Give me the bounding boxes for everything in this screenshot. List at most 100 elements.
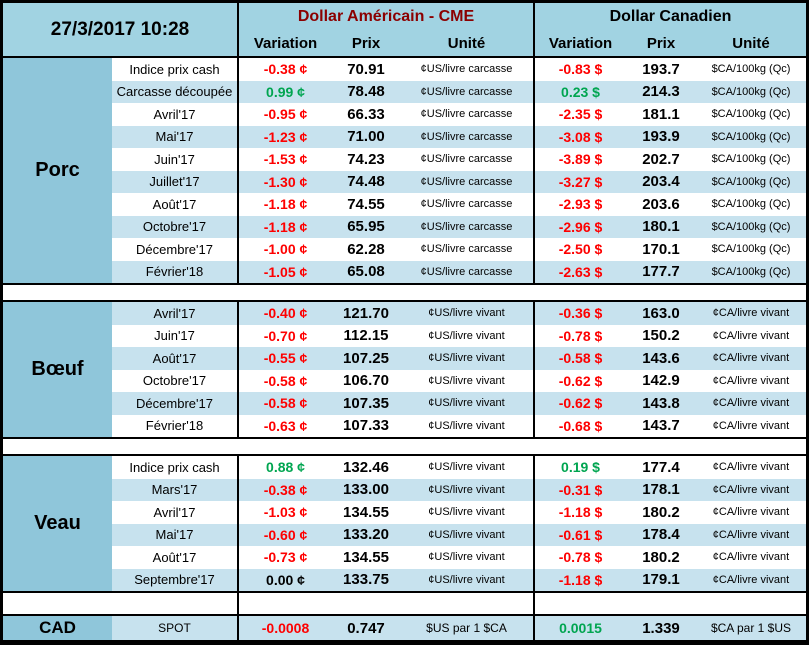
us-price-value: 133.20	[343, 526, 389, 544]
ca-dollar-header-group: Dollar Canadien Variation Prix Unité	[533, 3, 806, 56]
section-gap	[3, 593, 806, 614]
us-price-value: 107.33	[343, 417, 389, 435]
us-price-value: 62.28	[347, 240, 385, 258]
us-variation-value: -0.40 ¢	[237, 302, 332, 325]
contract-label: Décembre'17	[136, 241, 213, 257]
porc-rows: Indice prix cash -0.38 ¢ 70.91 ¢US/livre…	[112, 58, 806, 283]
ca-unit-label: $CA/100kg (Qc)	[711, 153, 791, 166]
spot-ca-variation: 0.0015	[533, 616, 626, 640]
us-unit-label: ¢US/livre vivant	[428, 307, 505, 320]
us-prix-column-header: Prix	[351, 34, 381, 52]
ca-variation-value: -2.96 $	[533, 215, 626, 238]
table-row: Août'17 -0.55 ¢ 107.25 ¢US/livre vivant …	[112, 347, 806, 370]
table-row: Septembre'17 0.00 ¢ 133.75 ¢US/livre viv…	[112, 568, 806, 591]
us-variation-value: -0.38 ¢	[237, 478, 332, 501]
table-row: Indice prix cash 0.88 ¢ 132.46 ¢US/livre…	[112, 456, 806, 479]
ca-price-value: 143.7	[642, 417, 680, 435]
contract-label: Mai'17	[155, 129, 194, 145]
ca-unit-label: $CA/100kg (Qc)	[711, 265, 791, 278]
us-unit-label: ¢US/livre vivant	[428, 461, 505, 474]
us-price-value: 70.91	[347, 60, 385, 78]
table-row: Carcasse découpée 0.99 ¢ 78.48 ¢US/livre…	[112, 80, 806, 103]
us-price-value: 78.48	[347, 83, 385, 101]
ca-unit-label: ¢CA/livre vivant	[712, 419, 790, 432]
us-unit-label: ¢US/livre carcasse	[420, 243, 513, 256]
us-price-value: 133.00	[343, 481, 389, 499]
ca-variation-value: -0.62 $	[533, 392, 626, 415]
us-price-value: 134.55	[343, 503, 389, 521]
ca-variation-value: -3.08 $	[533, 125, 626, 148]
ca-variation-value: -0.61 $	[533, 523, 626, 546]
section-veau: Veau Indice prix cash 0.88 ¢ 132.46 ¢US/…	[3, 454, 806, 593]
us-unit-label: ¢US/livre vivant	[428, 397, 505, 410]
ca-variation-value: -2.35 $	[533, 103, 626, 126]
ca-dollar-title: Dollar Canadien	[609, 7, 732, 25]
us-price-value: 133.75	[343, 571, 389, 589]
ca-unite-column-header: Unité	[732, 34, 770, 52]
us-unit-label: ¢US/livre vivant	[428, 374, 505, 387]
us-price-value: 65.08	[347, 263, 385, 281]
us-variation-value: -0.60 ¢	[237, 523, 332, 546]
contract-label: Avril'17	[153, 504, 196, 520]
table-row: Août'17 -1.18 ¢ 74.55 ¢US/livre carcasse…	[112, 193, 806, 216]
ca-unit-label: ¢CA/livre vivant	[712, 573, 790, 586]
table-row: Août'17 -0.73 ¢ 134.55 ¢US/livre vivant …	[112, 546, 806, 569]
ca-price-value: 193.7	[642, 60, 680, 78]
ca-variation-value: -0.58 $	[533, 347, 626, 370]
ca-unit-label: $CA/100kg (Qc)	[711, 175, 791, 188]
us-variation-value: 0.00 ¢	[237, 568, 332, 591]
us-unit-label: ¢US/livre carcasse	[420, 130, 513, 143]
us-price-value: 112.15	[343, 327, 389, 345]
table-row: Juin'17 -1.53 ¢ 74.23 ¢US/livre carcasse…	[112, 148, 806, 171]
us-price-value: 134.55	[343, 548, 389, 566]
table-row: Juin'17 -0.70 ¢ 112.15 ¢US/livre vivant …	[112, 324, 806, 347]
us-dollar-title: Dollar Américain - CME	[297, 7, 475, 25]
us-unit-label: ¢US/livre carcasse	[420, 265, 513, 278]
ca-variation-column-header: Variation	[548, 34, 613, 52]
ca-variation-value: 0.19 $	[533, 456, 626, 479]
ca-price-value: 181.1	[642, 105, 680, 123]
us-variation-value: -1.53 ¢	[237, 148, 332, 171]
table-row: Décembre'17 -0.58 ¢ 107.35 ¢US/livre viv…	[112, 392, 806, 415]
us-variation-value: -0.58 ¢	[237, 392, 332, 415]
table-header: 27/3/2017 10:28 Dollar Américain - CME V…	[3, 3, 806, 56]
spot-us-price: 0.747	[347, 619, 385, 637]
contract-label: Juillet'17	[149, 174, 200, 190]
us-variation-value: -1.05 ¢	[237, 260, 332, 283]
contract-label: Août'17	[152, 196, 197, 212]
section-label-cad: CAD	[3, 616, 112, 640]
ca-variation-value: -0.78 $	[533, 324, 626, 347]
us-unite-column-header: Unité	[447, 34, 486, 52]
us-variation-value: -0.38 ¢	[237, 58, 332, 81]
table-row: Février'18 -1.05 ¢ 65.08 ¢US/livre carca…	[112, 260, 806, 283]
contract-label: Indice prix cash	[129, 459, 220, 475]
report-timestamp: 27/3/2017 10:28	[50, 18, 190, 40]
ca-unit-label: $CA/100kg (Qc)	[711, 243, 791, 256]
us-variation-value: -0.55 ¢	[237, 347, 332, 370]
ca-variation-value: -0.31 $	[533, 478, 626, 501]
us-unit-label: ¢US/livre vivant	[428, 352, 505, 365]
contract-label: Septembre'17	[134, 572, 215, 588]
ca-unit-label: ¢CA/livre vivant	[712, 374, 790, 387]
ca-price-value: 143.6	[642, 349, 680, 367]
contract-label: Mai'17	[155, 527, 194, 543]
ca-unit-label: ¢CA/livre vivant	[712, 551, 790, 564]
us-variation-value: -1.00 ¢	[237, 238, 332, 261]
us-price-value: 132.46	[343, 458, 389, 476]
spot-ca-unit: $CA par 1 $US	[710, 621, 792, 635]
table-row: Mai'17 -0.60 ¢ 133.20 ¢US/livre vivant -…	[112, 523, 806, 546]
ca-price-value: 180.1	[642, 218, 680, 236]
us-dollar-header-group: Dollar Américain - CME Variation Prix Un…	[237, 3, 533, 56]
us-column-headers: Variation Prix Unité	[239, 30, 533, 56]
ca-unit-label: ¢CA/livre vivant	[712, 329, 790, 342]
spot-label: SPOT	[158, 621, 191, 635]
table-row: Octobre'17 -0.58 ¢ 106.70 ¢US/livre viva…	[112, 369, 806, 392]
ca-variation-value: -1.18 $	[533, 568, 626, 591]
ca-price-value: 179.1	[642, 571, 680, 589]
us-price-value: 107.25	[343, 349, 389, 367]
contract-label: Indice prix cash	[129, 61, 220, 77]
table-row: Avril'17 -0.40 ¢ 121.70 ¢US/livre vivant…	[112, 302, 806, 325]
contract-label: Août'17	[152, 350, 197, 366]
table-row: Octobre'17 -1.18 ¢ 65.95 ¢US/livre carca…	[112, 215, 806, 238]
column-divider	[237, 593, 239, 614]
